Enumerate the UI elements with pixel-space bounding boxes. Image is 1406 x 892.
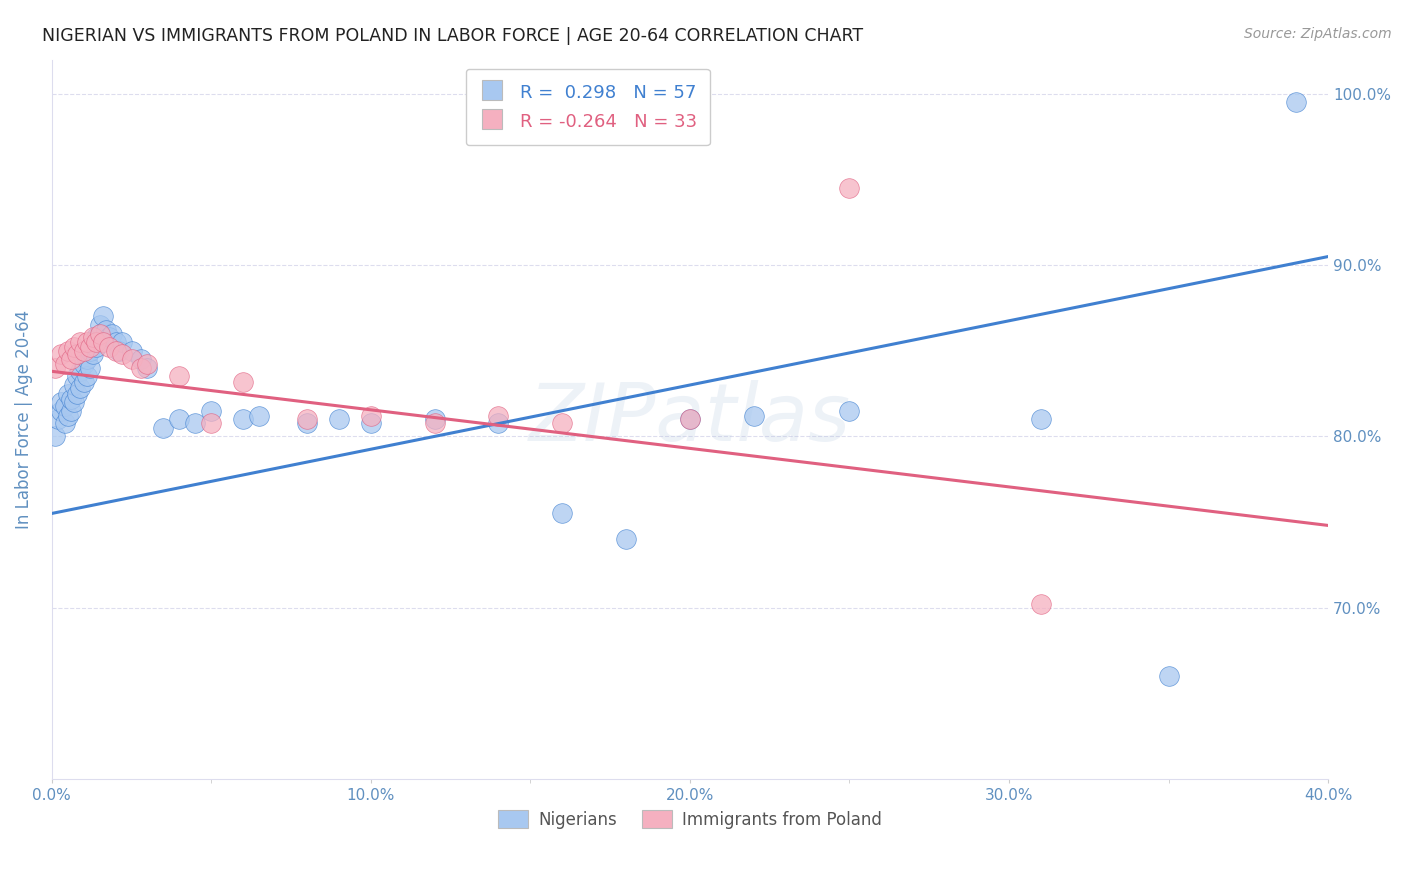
Point <box>136 358 159 372</box>
Point <box>86 340 108 354</box>
Point <box>488 409 510 423</box>
Point <box>101 326 124 341</box>
Point <box>82 347 104 361</box>
Point <box>104 335 127 350</box>
Point <box>838 181 860 195</box>
Point <box>69 381 91 395</box>
Point <box>169 369 191 384</box>
Point <box>614 532 637 546</box>
Point <box>247 409 270 423</box>
Point <box>111 347 134 361</box>
Point <box>76 369 98 384</box>
Point <box>66 347 89 361</box>
Text: ZIPatlas: ZIPatlas <box>529 380 851 458</box>
Text: Source: ZipAtlas.com: Source: ZipAtlas.com <box>1244 27 1392 41</box>
Point <box>63 378 86 392</box>
Point <box>46 412 69 426</box>
Point <box>1029 597 1052 611</box>
Point <box>551 507 574 521</box>
Point <box>1029 412 1052 426</box>
Point <box>59 392 82 406</box>
Point <box>104 343 127 358</box>
Point <box>51 347 73 361</box>
Point <box>360 416 382 430</box>
Point <box>53 416 76 430</box>
Point <box>59 403 82 417</box>
Point <box>91 310 114 324</box>
Point <box>488 416 510 430</box>
Point <box>76 352 98 367</box>
Point <box>742 409 765 423</box>
Point <box>82 330 104 344</box>
Point <box>89 326 111 341</box>
Point <box>232 375 254 389</box>
Point <box>423 416 446 430</box>
Point <box>86 330 108 344</box>
Point <box>200 416 222 430</box>
Point <box>423 412 446 426</box>
Point <box>44 360 66 375</box>
Point <box>169 412 191 426</box>
Point <box>63 395 86 409</box>
Point <box>59 352 82 367</box>
Point <box>51 403 73 417</box>
Point <box>89 318 111 332</box>
Point <box>107 343 129 358</box>
Point <box>111 335 134 350</box>
Point <box>360 409 382 423</box>
Point <box>89 326 111 341</box>
Point <box>56 409 79 423</box>
Legend: Nigerians, Immigrants from Poland: Nigerians, Immigrants from Poland <box>492 804 889 835</box>
Point <box>79 343 101 358</box>
Point <box>82 335 104 350</box>
Point <box>66 369 89 384</box>
Point <box>66 386 89 401</box>
Point <box>121 352 143 367</box>
Point <box>44 429 66 443</box>
Point <box>838 403 860 417</box>
Point <box>91 335 114 350</box>
Point <box>94 323 117 337</box>
Point <box>69 364 91 378</box>
Point <box>121 343 143 358</box>
Point <box>73 343 96 358</box>
Y-axis label: In Labor Force | Age 20-64: In Labor Force | Age 20-64 <box>15 310 32 529</box>
Point <box>328 412 350 426</box>
Point <box>152 421 174 435</box>
Point <box>86 335 108 350</box>
Point <box>69 335 91 350</box>
Point <box>56 386 79 401</box>
Point <box>1285 95 1308 110</box>
Point <box>136 360 159 375</box>
Point <box>53 358 76 372</box>
Point <box>79 340 101 354</box>
Point <box>56 343 79 358</box>
Point <box>73 375 96 389</box>
Point <box>200 403 222 417</box>
Point <box>295 416 318 430</box>
Point <box>53 399 76 413</box>
Point <box>98 330 121 344</box>
Point <box>63 340 86 354</box>
Point <box>295 412 318 426</box>
Point <box>679 412 702 426</box>
Point <box>76 335 98 350</box>
Point <box>73 358 96 372</box>
Point <box>184 416 207 430</box>
Point <box>51 395 73 409</box>
Point <box>79 360 101 375</box>
Point <box>232 412 254 426</box>
Point <box>98 340 121 354</box>
Point <box>129 352 152 367</box>
Point <box>551 416 574 430</box>
Text: NIGERIAN VS IMMIGRANTS FROM POLAND IN LABOR FORCE | AGE 20-64 CORRELATION CHART: NIGERIAN VS IMMIGRANTS FROM POLAND IN LA… <box>42 27 863 45</box>
Point <box>129 360 152 375</box>
Point <box>679 412 702 426</box>
Point <box>1157 669 1180 683</box>
